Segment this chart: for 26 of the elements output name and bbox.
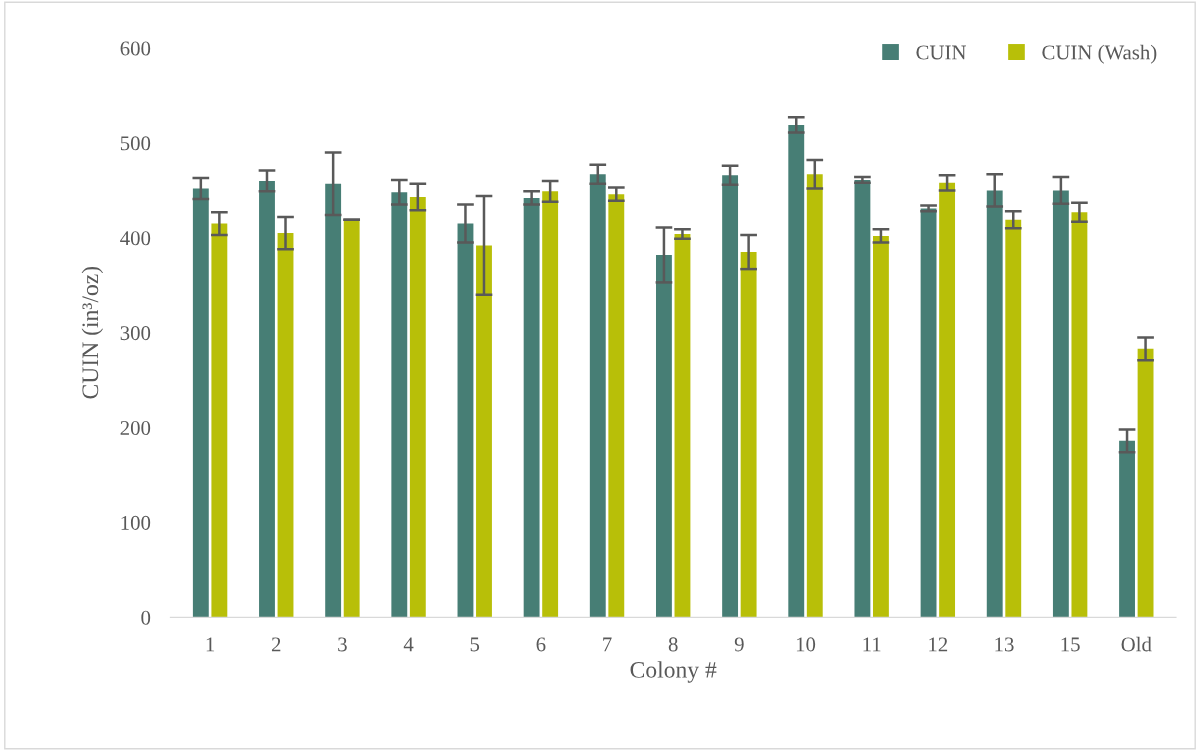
legend-label: CUIN (Wash) (1042, 44, 1157, 64)
x-axis-title: Colony # (630, 661, 717, 683)
x-tick-label: 12 (929, 637, 948, 652)
x-tick-label: 1 (206, 637, 215, 652)
x-tick-label: 15 (1061, 637, 1080, 652)
x-tick-label: 13 (995, 637, 1014, 652)
x-tick-label: 7 (603, 637, 612, 652)
y-tick-label: 300 (120, 326, 151, 341)
x-tick-label: 2 (271, 637, 281, 652)
y-tick-label: 0 (141, 610, 151, 625)
y-tick-label: 500 (120, 136, 151, 151)
x-tick-label: 10 (796, 637, 816, 652)
x-tick-label: 6 (536, 637, 546, 652)
x-tick-label: Old (1121, 636, 1152, 652)
x-tick-label: 3 (338, 637, 347, 652)
x-tick-label: 8 (668, 637, 678, 652)
y-tick-label: 200 (120, 420, 151, 435)
y-axis-title: CUIN (in³/oz) (81, 266, 104, 399)
y-tick-label: 600 (120, 41, 151, 56)
y-tick-label: 400 (120, 231, 151, 246)
y-tick-label: 100 (121, 515, 151, 530)
x-tick-label: 11 (863, 637, 881, 652)
x-tick-label: 9 (734, 637, 744, 652)
x-tick-label: 5 (470, 637, 480, 652)
legend-label: CUIN (916, 45, 966, 60)
x-tick-label: 4 (403, 637, 414, 652)
